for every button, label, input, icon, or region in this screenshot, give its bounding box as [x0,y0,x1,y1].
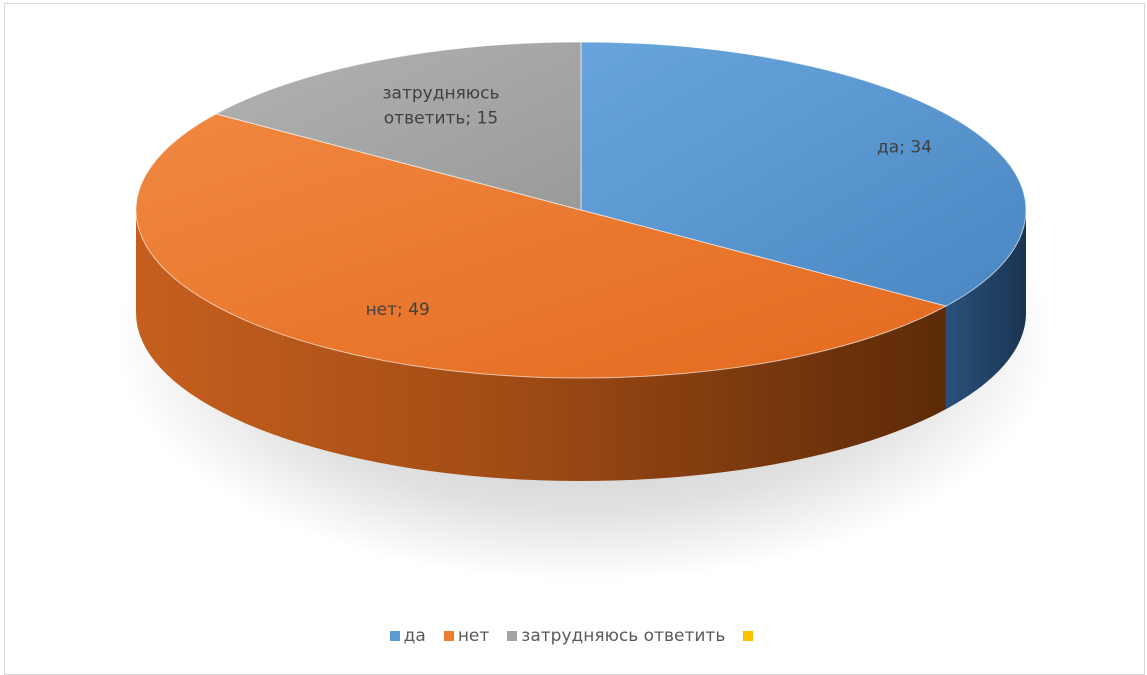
legend-item-1: нет [443,626,490,646]
legend-item-0: да [389,626,426,646]
legend-swatch-2 [507,631,518,641]
legend-swatch-0 [389,631,400,641]
data-label-1: нет; 49 [366,300,430,320]
data-label-0: да; 34 [877,137,932,157]
pie-labels: да; 34 нет; 49 затрудняюсь ответить; 15 [366,84,932,321]
legend-label-2: затрудняюсь ответить [521,626,726,646]
pie-slice-0 [580,41,1027,307]
legend-swatch-1 [443,631,454,641]
legend-item-3 [743,631,757,641]
pie-slice-2 [214,41,582,211]
pie-sides [136,210,1026,481]
legend-swatch-3 [743,631,754,641]
data-label-2: затрудняюсь ответить; 15 [383,84,500,129]
legend-label-0: да [403,626,426,646]
pie-side-1 [136,210,946,481]
legend-item-2: затрудняюсь ответить [507,626,725,646]
legend: да нет затрудняюсь ответить [0,626,1147,646]
legend-label-1: нет [457,626,490,646]
pie-slice-1 [135,113,948,379]
pie-side-0 [945,210,1026,410]
pie-tops [135,41,1027,379]
